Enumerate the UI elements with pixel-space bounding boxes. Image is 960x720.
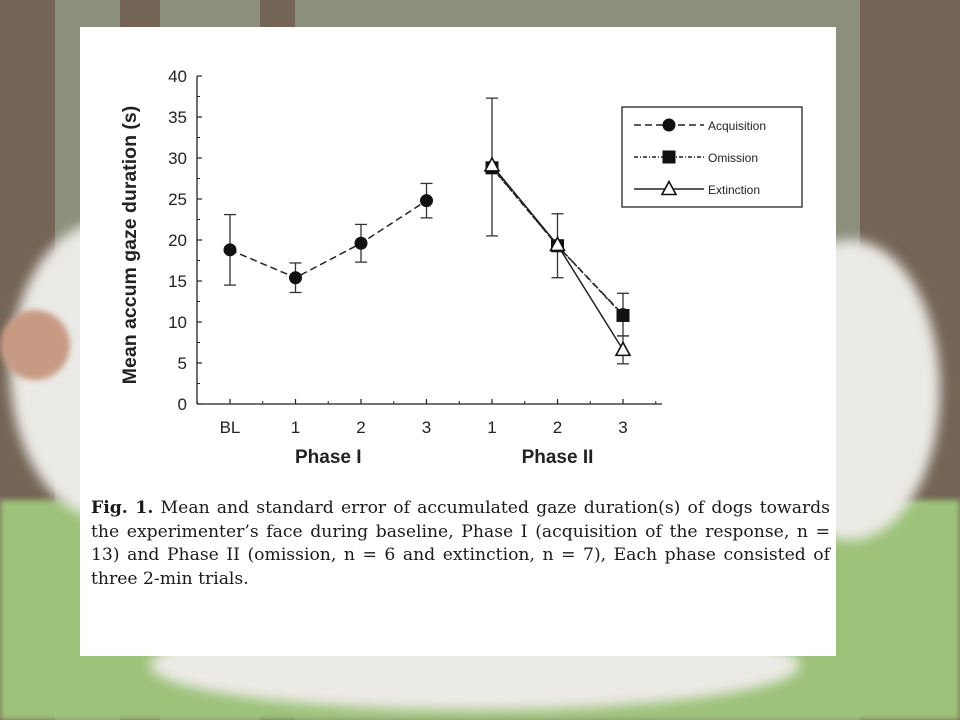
- legend-label: Acquisition: [708, 119, 766, 133]
- legend-label: Omission: [708, 151, 758, 165]
- y-tick-label: 40: [168, 67, 187, 86]
- data-point-circle: [223, 243, 237, 257]
- group-label: Phase I: [295, 447, 362, 468]
- y-tick-label: 25: [168, 190, 187, 209]
- group-label: Phase II: [522, 447, 594, 468]
- y-tick-label: 0: [178, 395, 187, 414]
- gaze-duration-chart: 0 5 10 15 20 25 30 35 40 BL 1 2 3 1 2 3 Phase I Phase II M…: [119, 67, 803, 468]
- data-point-triangle: [660, 179, 678, 196]
- y-tick-label: 35: [168, 108, 187, 127]
- data-point-circle: [289, 271, 302, 285]
- legend-label: Extinction: [708, 183, 760, 197]
- data-point-circle: [662, 118, 676, 132]
- series-line: [229, 200, 427, 279]
- y-tick-label: 5: [178, 354, 187, 373]
- data-point-square: [662, 150, 676, 164]
- y-tick-label: 30: [168, 149, 187, 168]
- x-tick-label: 1: [291, 418, 300, 437]
- data-point-square: [616, 308, 630, 322]
- figure-card: 0 5 10 15 20 25 30 35 40 BL 1 2 3 1 2 3 Phase I Phase II M…: [80, 27, 836, 656]
- y-tick-label: 20: [168, 231, 187, 250]
- y-tick-label: 15: [168, 272, 187, 291]
- data-point-triangle: [614, 340, 632, 357]
- data-point-circle: [354, 236, 368, 250]
- data-point-circle: [420, 194, 433, 208]
- x-tick-label: 1: [487, 418, 496, 437]
- caption-text: Mean and standard error of accumulated g…: [91, 498, 830, 589]
- y-axis-label: Mean accum gaze duration (s): [119, 106, 141, 384]
- y-tick-label: 10: [168, 313, 187, 332]
- data-point-triangle: [483, 156, 501, 172]
- x-tick-label: 2: [553, 418, 562, 437]
- data-point-triangle: [549, 235, 566, 252]
- x-tick-label: 3: [422, 418, 431, 437]
- x-tick-label: BL: [220, 418, 241, 437]
- x-tick-label: 3: [618, 418, 627, 437]
- x-tick-label: 2: [356, 418, 365, 437]
- caption-label: Fig. 1.: [91, 498, 154, 518]
- figure-caption: Fig. 1. Mean and standard error of accum…: [91, 497, 830, 591]
